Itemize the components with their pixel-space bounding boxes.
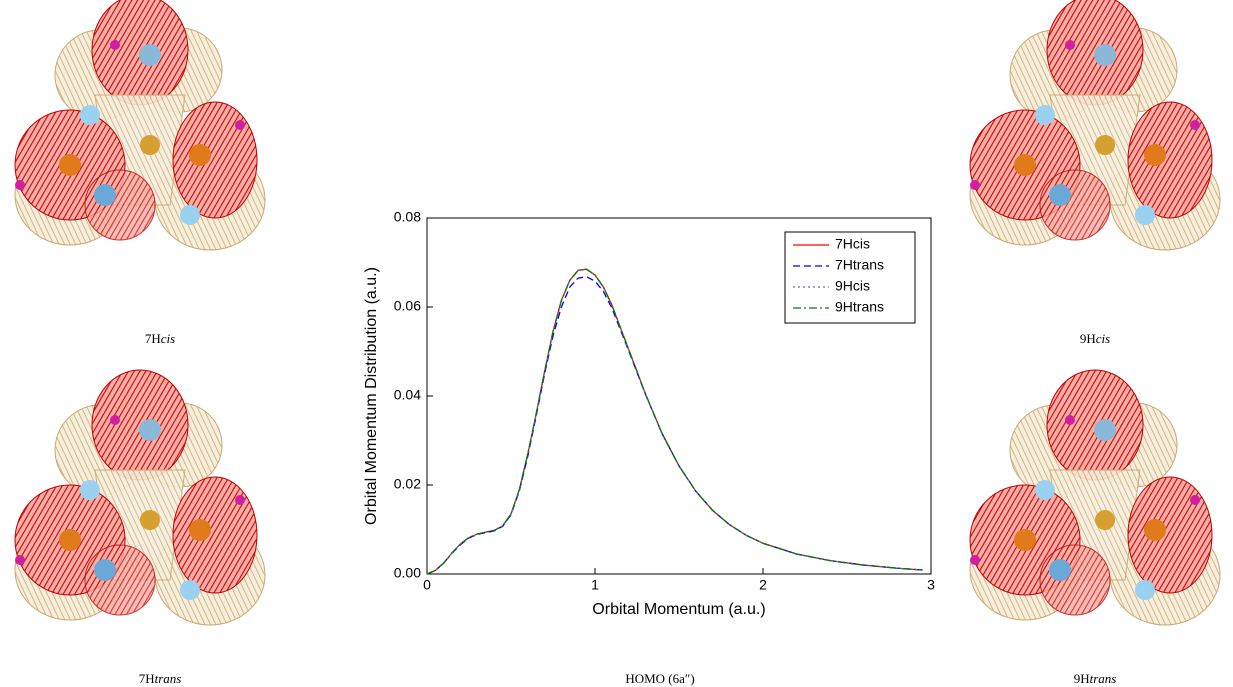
x-tick-label: 3 [927, 577, 935, 593]
caption-italic: cis [1096, 331, 1110, 346]
image-caption: 9Hcis [1080, 331, 1110, 346]
legend-label: 9Hcis [835, 278, 870, 294]
x-axis-label: Orbital Momentum (a.u.) [592, 601, 765, 618]
image-caption: 7Hcis [145, 331, 175, 346]
chart-caption: HOMO (6a″) [625, 671, 694, 686]
y-tick-label: 0.02 [394, 476, 421, 492]
y-tick-label: 0.04 [394, 387, 421, 403]
image-caption: 7Htrans [139, 671, 182, 686]
legend-label: 7Htrans [835, 257, 884, 273]
caption-main: 7H [145, 331, 161, 346]
orbital-image [14, 0, 266, 251]
legend-label: 9Htrans [835, 299, 884, 315]
y-tick-label: 0.06 [394, 298, 421, 314]
caption-italic: trans [155, 671, 182, 686]
orbital-image [14, 369, 266, 626]
caption-main: 7H [139, 671, 155, 686]
y-axis-label: Orbital Momentum Distribution (a.u.) [363, 267, 380, 525]
caption-main: 9H [1080, 331, 1096, 346]
caption-italic: cis [161, 331, 175, 346]
x-tick-label: 1 [591, 577, 599, 593]
image-caption: 9Htrans [1074, 671, 1117, 686]
x-tick-label: 2 [759, 577, 767, 593]
y-tick-label: 0.00 [394, 565, 421, 581]
x-tick-label: 0 [423, 577, 431, 593]
orbital-image [969, 0, 1221, 251]
y-tick-label: 0.08 [394, 209, 421, 225]
series-line [426, 268, 923, 575]
orbital-image [969, 369, 1221, 626]
caption-main: 9H [1074, 671, 1090, 686]
legend-label: 7Hcis [835, 236, 870, 252]
caption-italic: trans [1090, 671, 1117, 686]
legend-box [784, 231, 916, 324]
